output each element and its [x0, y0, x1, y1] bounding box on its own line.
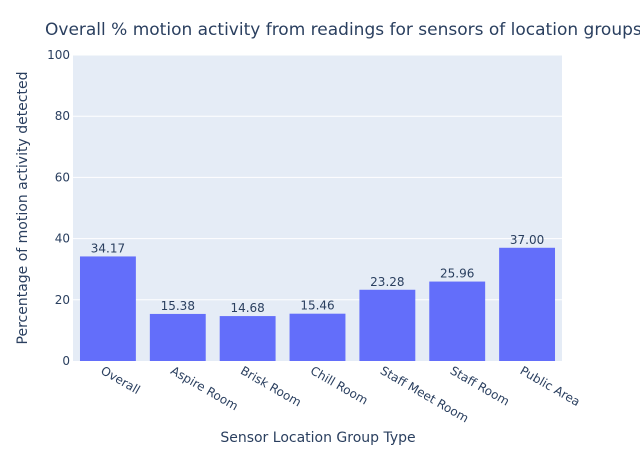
bar-value-label: 23.28: [370, 275, 404, 289]
bar-value-label: 15.38: [161, 299, 195, 313]
x-tick-label: Public Area: [518, 363, 583, 409]
x-tick-label: Overall: [98, 363, 142, 397]
x-tick-label: Chill Room: [308, 363, 370, 407]
bar: [149, 313, 206, 361]
bar-value-label: 37.00: [510, 233, 544, 247]
bar: [79, 256, 136, 361]
y-axis-title: Percentage of motion activity detected: [15, 72, 31, 345]
data-labels: 34.17 15.38 14.68 15.46 23.28 25.96 37.00: [91, 233, 545, 315]
bars: [79, 247, 556, 361]
bar-value-label: 25.96: [440, 267, 474, 281]
y-tick-label: 40: [55, 232, 70, 246]
bar: [429, 281, 486, 361]
y-tick-label: 100: [47, 48, 70, 62]
bar-value-label: 15.46: [300, 299, 334, 313]
bar: [219, 316, 276, 361]
y-tick-label: 0: [62, 354, 70, 368]
bar: [499, 247, 556, 361]
bar-value-label: 14.68: [230, 301, 264, 315]
y-axis-ticks: 0 20 40 60 80 100: [47, 48, 70, 368]
x-axis-title: Sensor Location Group Type: [220, 430, 415, 446]
bar: [289, 313, 346, 361]
y-tick-label: 60: [55, 170, 70, 184]
y-tick-label: 80: [55, 109, 70, 123]
y-tick-label: 20: [55, 293, 70, 307]
x-tick-label: Staff Room: [448, 363, 512, 408]
chart-title: Overall % motion activity from readings …: [45, 20, 640, 40]
x-tick-label: Aspire Room: [168, 363, 240, 413]
x-tick-label: Brisk Room: [238, 363, 304, 409]
bar: [359, 289, 416, 361]
bar-value-label: 34.17: [91, 241, 125, 255]
